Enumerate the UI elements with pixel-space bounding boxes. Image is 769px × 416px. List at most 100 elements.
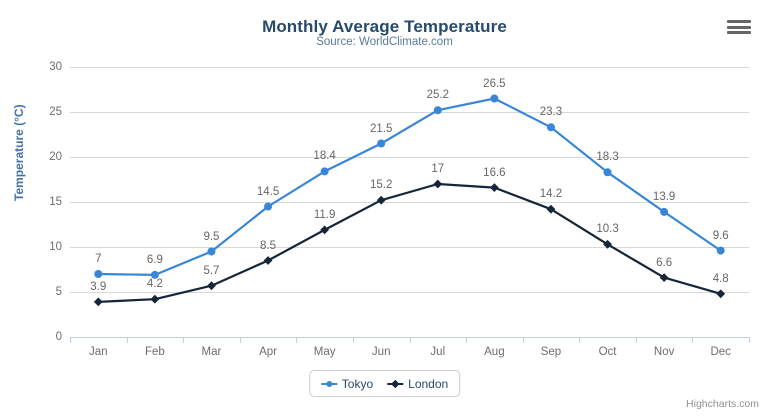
data-label: 7 bbox=[95, 253, 102, 265]
series-line-london bbox=[97, 182, 722, 303]
data-label: 5.7 bbox=[203, 264, 220, 277]
data-label: 8.5 bbox=[260, 239, 277, 252]
data-label: 25.2 bbox=[426, 89, 449, 102]
data-point-tokyo[interactable] bbox=[207, 247, 216, 256]
data-label: 18.3 bbox=[596, 151, 619, 164]
y-axis-tick-label: 15 bbox=[49, 196, 62, 208]
gridline bbox=[70, 292, 749, 293]
data-point-london[interactable] bbox=[546, 204, 556, 214]
data-label: 23.3 bbox=[539, 106, 563, 119]
hamburger-icon[interactable] bbox=[727, 18, 751, 36]
y-axis-tick-label: 5 bbox=[55, 286, 62, 298]
legend-marker bbox=[390, 379, 400, 388]
data-point-london[interactable] bbox=[376, 195, 386, 205]
series-line-tokyo bbox=[97, 97, 722, 276]
x-axis-tick-label: Dec bbox=[710, 346, 731, 358]
y-axis-tick-label: 0 bbox=[55, 331, 62, 343]
x-axis-tick bbox=[239, 337, 241, 343]
x-axis-tick-label: Feb bbox=[144, 346, 165, 358]
x-axis-tick bbox=[466, 337, 468, 343]
legend-item-tokyo[interactable]: Tokyo bbox=[320, 376, 374, 391]
chart-title: Monthly Average Temperature bbox=[262, 17, 507, 36]
x-axis-tick-label: Jun bbox=[371, 346, 391, 358]
data-label: 9.6 bbox=[712, 229, 729, 242]
y-axis-tick-label: 25 bbox=[49, 106, 62, 118]
data-label: 21.5 bbox=[370, 122, 393, 135]
x-axis-tick bbox=[126, 337, 128, 343]
data-point-tokyo[interactable] bbox=[320, 167, 329, 176]
x-axis-tick-label: Oct bbox=[598, 346, 617, 358]
x-axis-tick bbox=[296, 337, 298, 343]
data-label: 15.2 bbox=[370, 179, 393, 192]
data-label: 10.3 bbox=[596, 223, 619, 236]
legend-label: Tokyo bbox=[341, 376, 374, 391]
chart-subtitle: Source: WorldClimate.com bbox=[316, 36, 453, 48]
data-point-london[interactable] bbox=[433, 179, 443, 189]
hamburger-bar bbox=[727, 25, 751, 29]
data-point-tokyo[interactable] bbox=[716, 246, 725, 255]
data-point-tokyo[interactable] bbox=[603, 168, 612, 177]
data-point-london[interactable] bbox=[320, 225, 330, 235]
data-label: 26.5 bbox=[483, 77, 506, 90]
x-axis-tick bbox=[70, 337, 71, 343]
data-label: 17 bbox=[431, 163, 445, 175]
data-label: 9.5 bbox=[203, 230, 220, 243]
data-label: 14.2 bbox=[539, 188, 563, 201]
x-axis-tick bbox=[635, 337, 637, 343]
data-label: 11.9 bbox=[313, 208, 336, 221]
gridline bbox=[70, 247, 749, 248]
data-point-tokyo[interactable] bbox=[433, 106, 442, 115]
x-axis-tick-label: Sep bbox=[540, 346, 562, 358]
data-label: 6.6 bbox=[656, 256, 673, 269]
x-axis-tick bbox=[352, 337, 354, 343]
data-point-london[interactable] bbox=[716, 289, 726, 299]
data-point-london[interactable] bbox=[603, 239, 612, 249]
data-point-london[interactable] bbox=[93, 297, 103, 307]
data-point-london[interactable] bbox=[659, 273, 669, 282]
hamburger-bar bbox=[727, 31, 751, 34]
legend-marker bbox=[325, 380, 332, 387]
legend-symbol-diamond-icon bbox=[387, 379, 404, 389]
data-label: 14.5 bbox=[256, 185, 280, 198]
data-point-tokyo[interactable] bbox=[264, 202, 273, 211]
x-axis-tick-label: Mar bbox=[201, 346, 222, 358]
data-point-tokyo[interactable] bbox=[150, 270, 159, 279]
x-axis-tick bbox=[183, 337, 185, 343]
x-axis-tick bbox=[579, 337, 581, 343]
data-point-tokyo[interactable] bbox=[94, 270, 103, 278]
x-axis-tick-label: Nov bbox=[653, 346, 675, 358]
data-point-london[interactable] bbox=[207, 281, 216, 291]
y-axis-tick-label: 30 bbox=[49, 61, 62, 73]
x-axis-tick bbox=[749, 337, 750, 343]
x-axis-tick-label: Jul bbox=[430, 346, 446, 358]
data-point-tokyo[interactable] bbox=[546, 123, 555, 132]
credits-link[interactable]: Highcharts.com bbox=[686, 398, 759, 410]
series-layer bbox=[93, 94, 726, 307]
legend-label: London bbox=[408, 376, 449, 391]
data-point-tokyo[interactable] bbox=[377, 139, 386, 148]
data-label: 6.9 bbox=[146, 253, 163, 266]
data-label: 16.6 bbox=[483, 166, 506, 179]
legend-item-london[interactable]: London bbox=[387, 377, 448, 391]
x-axis-tick bbox=[522, 337, 524, 343]
data-point-london[interactable] bbox=[489, 183, 499, 192]
hamburger-bar bbox=[727, 20, 751, 23]
gridline bbox=[70, 157, 749, 158]
x-axis-tick bbox=[409, 337, 411, 343]
x-axis: Jan Feb Mar Apr May Jun Jul Aug Sep Oct Nov Dec bbox=[70, 337, 750, 367]
gridline bbox=[70, 202, 749, 203]
data-point-london[interactable] bbox=[263, 256, 273, 265]
x-axis-tick-label: Jan bbox=[89, 346, 108, 358]
y-axis-tick-label: 10 bbox=[49, 241, 62, 253]
legend-symbol-circle-icon bbox=[320, 379, 337, 389]
x-axis-tick-label: May bbox=[313, 346, 336, 358]
data-label: 4.2 bbox=[146, 278, 163, 291]
data-label: 3.9 bbox=[90, 280, 107, 293]
data-point-tokyo[interactable] bbox=[660, 207, 669, 216]
data-point-london[interactable] bbox=[150, 294, 160, 304]
legend: Tokyo London bbox=[308, 370, 461, 397]
data-point-tokyo[interactable] bbox=[490, 94, 499, 103]
x-axis-tick-label: Apr bbox=[259, 346, 277, 358]
gridline bbox=[70, 67, 749, 68]
